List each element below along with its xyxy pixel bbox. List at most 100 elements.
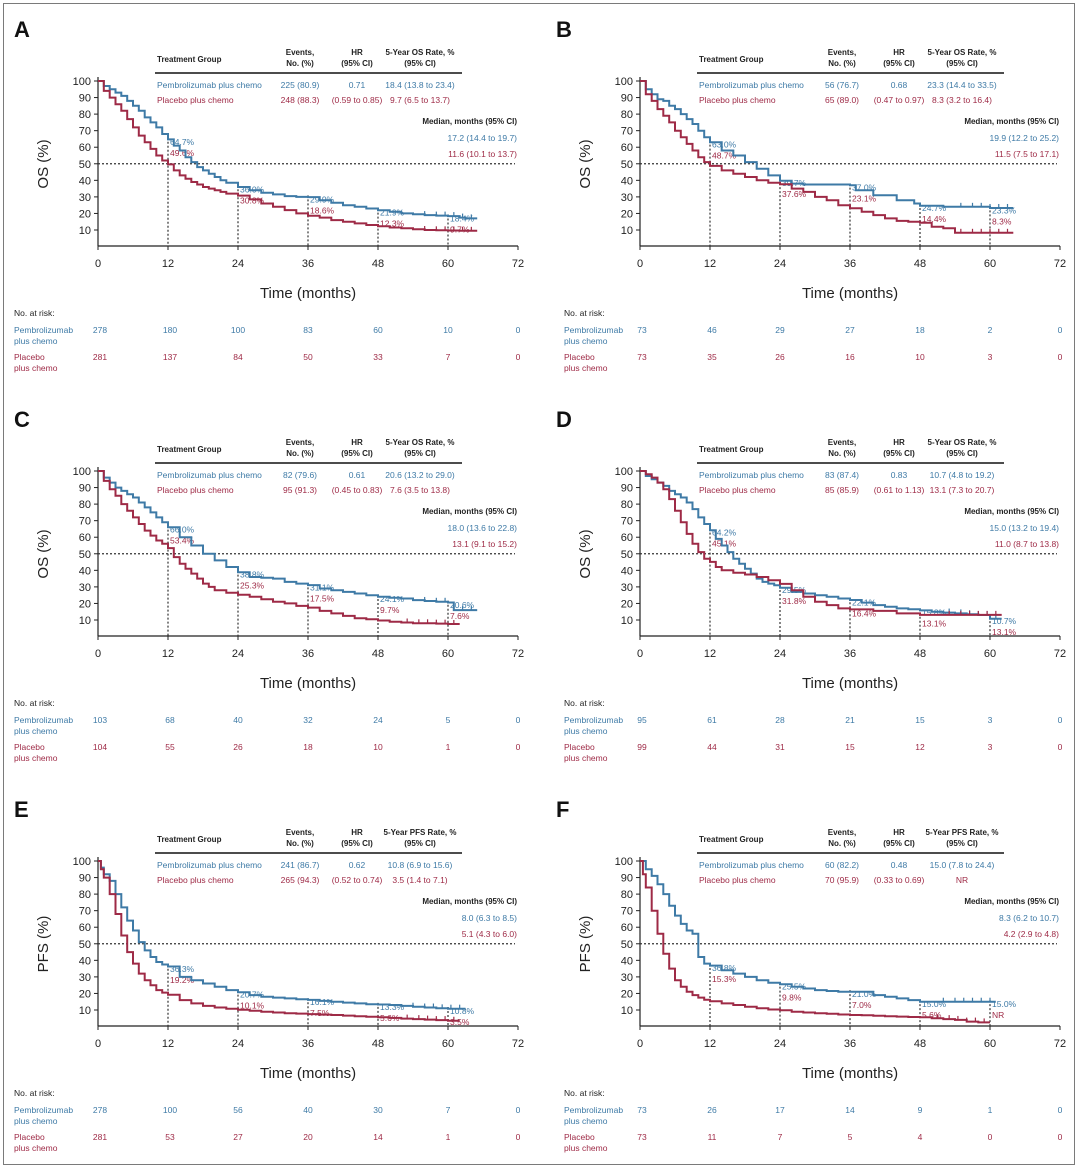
at-risk-value-pembro: 60 — [373, 325, 383, 335]
figure-border — [3, 3, 1075, 1165]
table-row-placebo-rate: 8.3 (3.2 to 16.4) — [932, 95, 992, 105]
at-risk-label-pembro: plus chemo — [14, 726, 58, 736]
y-tick-label: 90 — [79, 93, 91, 105]
table-header-hr: (95% CI) — [883, 59, 915, 68]
y-tick-label: 100 — [73, 856, 91, 868]
table-row-placebo-group: Placebo plus chemo — [699, 875, 776, 885]
y-tick-label: 50 — [621, 549, 633, 561]
summary-table: Treatment Group Events, No. (%) HR (95% CI) 5… — [697, 828, 1004, 885]
median-pembro: 8.0 (6.3 to 8.5) — [462, 913, 517, 923]
km-curve-pembro — [640, 860, 996, 1003]
summary-table: Treatment Group Events, No. (%) HR (95% CI) 5… — [697, 48, 1004, 105]
y-tick-label: 100 — [615, 76, 633, 88]
landmark-label-placebo: 9.7% — [380, 605, 400, 615]
y-tick-label: 60 — [621, 142, 633, 154]
y-tick-label: 60 — [79, 142, 91, 154]
table-row-pembro-group: Pembrolizumab plus chemo — [157, 80, 262, 90]
at-risk-value-placebo: 3 — [988, 352, 993, 362]
table-row-pembro-rate: 18.4 (13.8 to 23.4) — [385, 80, 455, 90]
table-header-rate: (95% CI) — [404, 839, 436, 848]
at-risk-value-pembro: 3 — [988, 715, 993, 725]
x-tick-label: 48 — [914, 1038, 926, 1050]
at-risk-label-placebo: Placebo — [564, 1132, 595, 1142]
y-axis-title: PFS (%) — [577, 916, 594, 973]
table-header-hr: HR — [351, 438, 363, 447]
table-header-hr: HR — [893, 48, 905, 57]
panel-letter: A — [14, 17, 30, 42]
x-tick-label: 72 — [512, 1038, 524, 1050]
x-tick-label: 12 — [704, 258, 716, 270]
table-header-group: Treatment Group — [699, 55, 764, 64]
at-risk-value-pembro: 73 — [637, 1105, 647, 1115]
y-tick-label: 90 — [79, 483, 91, 495]
summary-table: Treatment Group Events, No. (%) HR (95% CI) 5… — [155, 438, 462, 495]
landmark-label-placebo: 18.6% — [310, 205, 335, 215]
landmark-label-placebo: 3.5% — [450, 1017, 470, 1027]
table-row-placebo-events: 65 (89.0) — [825, 95, 859, 105]
table-row-pembro-events: 241 (86.7) — [281, 860, 320, 870]
median-pembro: 18.0 (13.6 to 22.8) — [448, 523, 518, 533]
table-header-group: Treatment Group — [699, 445, 764, 454]
at-risk-value-pembro: 30 — [373, 1105, 383, 1115]
summary-table: Treatment Group Events, No. (%) HR (95% CI) 5… — [155, 48, 462, 105]
at-risk-value-pembro: 83 — [303, 325, 313, 335]
at-risk-value-pembro: 56 — [233, 1105, 243, 1115]
table-header-rate: 5-Year OS Rate, % — [386, 438, 455, 447]
panel-f: F Treatment Group Events, No. (%) HR (95% CI)… — [556, 797, 1066, 1153]
x-tick-label: 60 — [984, 648, 996, 660]
x-tick-label: 24 — [774, 1038, 786, 1050]
x-tick-label: 24 — [774, 648, 786, 660]
median-placebo: 11.5 (7.5 to 17.1) — [995, 149, 1059, 159]
table-header-hr: (95% CI) — [341, 839, 373, 848]
table-row-pembro-group: Pembrolizumab plus chemo — [699, 80, 804, 90]
at-risk-value-pembro: 0 — [1058, 325, 1063, 335]
median-placebo: 11.6 (10.1 to 13.7) — [448, 149, 517, 159]
at-risk-value-placebo: 10 — [915, 352, 925, 362]
at-risk-value-placebo: 0 — [516, 742, 521, 752]
at-risk-label-placebo: plus chemo — [564, 363, 608, 373]
table-row-placebo-hr: (0.45 to 0.83) — [332, 485, 383, 495]
at-risk-label-pembro: Pembrolizumab — [564, 325, 623, 335]
landmark-label-pembro: 13.3% — [380, 1002, 405, 1012]
landmark-label-pembro: 20.6% — [450, 600, 475, 610]
x-tick-label: 12 — [162, 648, 174, 660]
at-risk-value-pembro: 0 — [1058, 715, 1063, 725]
panel-e: E Treatment Group Events, No. (%) HR (95% CI)… — [14, 797, 524, 1153]
y-tick-label: 60 — [621, 532, 633, 544]
landmark-label-placebo: 31.8% — [782, 596, 807, 606]
y-tick-label: 10 — [621, 615, 633, 627]
at-risk-value-placebo: 73 — [637, 1132, 647, 1142]
table-row-placebo-events: 265 (94.3) — [281, 875, 320, 885]
median-pembro: 17.2 (14.4 to 19.7) — [448, 133, 518, 143]
table-row-placebo-events: 85 (85.9) — [825, 485, 859, 495]
at-risk-label-pembro: Pembrolizumab — [14, 715, 73, 725]
at-risk-value-placebo: 3 — [988, 742, 993, 752]
landmark-label-placebo: 9.7% — [450, 224, 470, 234]
at-risk-value-pembro: 29 — [775, 325, 785, 335]
y-tick-label: 40 — [79, 565, 91, 577]
summary-table: Treatment Group Events, No. (%) HR (95% CI) 5… — [697, 438, 1004, 495]
table-row-placebo-events: 248 (88.3) — [281, 95, 320, 105]
y-tick-label: 60 — [79, 922, 91, 934]
y-tick-label: 90 — [79, 873, 91, 885]
table-header-hr: HR — [351, 828, 363, 837]
at-risk-value-placebo: 14 — [373, 1132, 383, 1142]
table-header-rate: (95% CI) — [404, 59, 436, 68]
at-risk-value-pembro: 7 — [446, 1105, 451, 1115]
y-tick-label: 60 — [79, 532, 91, 544]
at-risk-value-placebo: 84 — [233, 352, 243, 362]
table-row-pembro-events: 56 (76.7) — [825, 80, 859, 90]
table-header-events: Events, — [828, 828, 856, 837]
km-curve-pembro — [98, 470, 478, 612]
at-risk-title: No. at risk: — [564, 1088, 605, 1098]
median-pembro: 15.0 (13.2 to 19.4) — [990, 523, 1060, 533]
at-risk-value-pembro: 5 — [446, 715, 451, 725]
landmark-label-pembro: 21.0% — [852, 989, 877, 999]
at-risk-value-pembro: 0 — [516, 715, 521, 725]
x-tick-label: 24 — [232, 1038, 244, 1050]
table-row-placebo-rate: 3.5 (1.4 to 7.1) — [392, 875, 447, 885]
x-tick-label: 36 — [844, 1038, 856, 1050]
y-tick-label: 20 — [621, 208, 633, 220]
table-row-placebo-hr: (0.33 to 0.69) — [874, 875, 925, 885]
